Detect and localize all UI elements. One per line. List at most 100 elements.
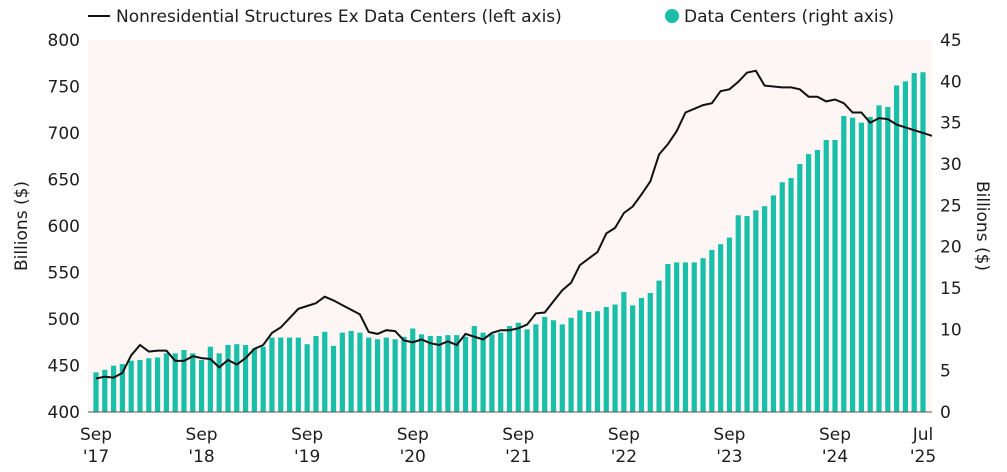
bar <box>295 337 301 412</box>
left-tick-label: 400 <box>48 403 80 423</box>
bar <box>621 292 627 412</box>
bar <box>339 332 345 412</box>
bar <box>225 345 231 412</box>
right-tick-label: 15 <box>940 279 962 299</box>
bar <box>330 345 337 412</box>
right-tick-label: 30 <box>940 155 962 175</box>
legend-dot-swatch <box>665 9 679 23</box>
legend-label-bars: Data Centers (right axis) <box>684 7 894 27</box>
data-centers-bars <box>93 72 926 413</box>
bar <box>753 210 759 412</box>
bar <box>586 311 592 412</box>
bar <box>770 195 777 412</box>
x-tick-label: Sep <box>397 425 429 445</box>
bar <box>278 337 284 412</box>
x-tick-label-year: '18 <box>188 447 214 467</box>
bar <box>462 336 469 412</box>
bar <box>612 304 618 412</box>
bar <box>797 164 803 412</box>
bar <box>656 280 662 412</box>
bar <box>401 336 407 412</box>
bar <box>506 326 513 412</box>
right-tick-label: 20 <box>940 238 962 258</box>
right-tick-label: 5 <box>940 362 951 382</box>
bar <box>885 106 891 413</box>
bar <box>137 359 143 412</box>
right-tick-label: 40 <box>940 72 962 92</box>
bar <box>234 344 240 412</box>
x-tick-label: Sep <box>608 425 640 445</box>
bar <box>348 330 354 412</box>
bar <box>911 73 917 413</box>
bar <box>418 334 425 412</box>
right-tick-label: 0 <box>940 403 951 423</box>
bar <box>814 149 821 413</box>
bar <box>216 353 222 412</box>
bar <box>603 307 609 412</box>
bar <box>436 335 442 412</box>
x-tick-label-year: '25 <box>910 447 936 467</box>
bar <box>260 346 266 412</box>
bar <box>515 322 521 412</box>
x-tick-label: Jul <box>912 425 934 445</box>
left-axis-label: Billions ($) <box>12 181 32 271</box>
right-tick-label: 25 <box>940 196 962 216</box>
bar <box>542 316 548 412</box>
bar <box>876 105 882 412</box>
bar <box>198 359 205 412</box>
bar <box>577 310 583 412</box>
bar <box>374 339 381 412</box>
bar <box>533 324 539 412</box>
x-tick-label-year: '19 <box>294 447 320 467</box>
right-tick-label: 10 <box>940 320 962 340</box>
bar <box>242 345 249 412</box>
left-tick-label: 650 <box>48 171 80 191</box>
bar <box>471 326 477 412</box>
bar <box>313 335 319 412</box>
bar <box>920 72 926 413</box>
bar <box>427 335 433 412</box>
left-tick-label: 550 <box>48 264 80 284</box>
bar <box>410 328 416 412</box>
bar <box>559 324 565 412</box>
bar <box>665 264 671 412</box>
bar <box>550 320 557 412</box>
bar <box>454 335 460 412</box>
bar <box>110 365 117 412</box>
bar <box>744 216 750 412</box>
left-tick-label: 700 <box>48 124 80 144</box>
x-tick-label-year: '20 <box>400 447 426 467</box>
bar <box>788 178 794 412</box>
x-tick-label: Sep <box>713 425 745 445</box>
bar <box>119 364 125 412</box>
bar <box>304 344 310 412</box>
bar <box>841 116 847 412</box>
left-axis-ticks: 400 450 500 550 600 650 700 750 800 <box>48 31 80 423</box>
bar <box>357 332 363 412</box>
left-tick-label: 600 <box>48 217 80 237</box>
bar <box>682 262 689 412</box>
bar <box>700 258 706 412</box>
right-tick-label: 45 <box>940 31 962 51</box>
bar <box>128 360 134 412</box>
bar <box>823 140 829 412</box>
x-tick-label: Sep <box>291 425 323 445</box>
bar <box>480 332 486 412</box>
legend: Nonresidential Structures Ex Data Center… <box>88 7 894 27</box>
right-axis-ticks: 0 5 10 15 20 25 30 35 40 45 <box>940 31 962 423</box>
bar <box>524 329 530 412</box>
bar <box>207 346 213 412</box>
right-axis-label: Billions ($) <box>972 181 992 271</box>
bar <box>858 122 865 413</box>
bar <box>902 81 909 412</box>
bar <box>172 353 178 412</box>
bar <box>647 292 653 412</box>
bar <box>286 337 293 412</box>
x-tick-label-year: '17 <box>83 447 109 467</box>
right-tick-label: 35 <box>940 114 962 134</box>
bar <box>568 317 574 412</box>
bar <box>726 237 733 412</box>
bar <box>594 311 601 412</box>
bar <box>392 339 398 412</box>
